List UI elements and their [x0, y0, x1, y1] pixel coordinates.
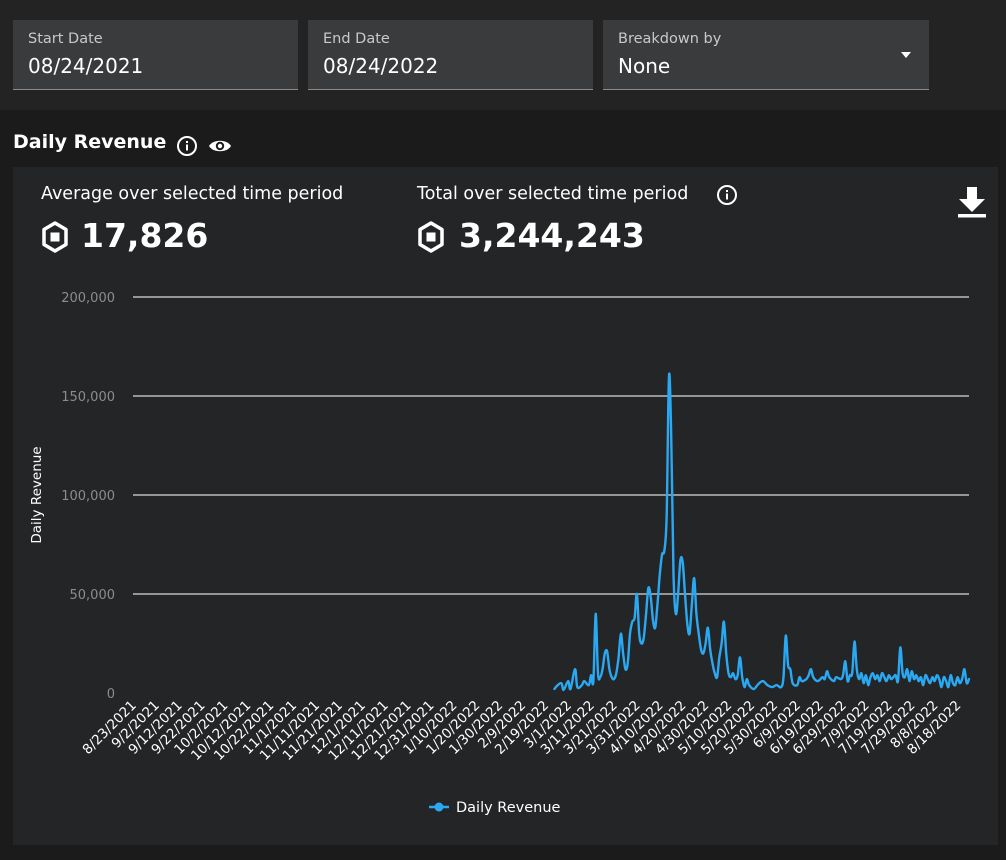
y-tick-label: 50,000	[70, 588, 116, 603]
end-date-field[interactable]: End Date 08/24/2022	[308, 20, 593, 90]
caret-down-icon[interactable]	[901, 52, 911, 58]
info-icon[interactable]	[176, 135, 198, 157]
chart-panel: Average over selected time period 17,826…	[13, 167, 998, 845]
eye-icon[interactable]	[208, 135, 232, 157]
robux-icon	[42, 221, 68, 253]
section-title: Daily Revenue	[13, 131, 167, 153]
series-line-daily-revenue	[553, 372, 971, 692]
start-date-label: Start Date	[28, 31, 103, 47]
y-tick-label: 100,000	[61, 489, 115, 504]
robux-icon	[418, 221, 444, 253]
filter-bar: Start Date 08/24/2021 End Date 08/24/202…	[0, 0, 1006, 110]
info-icon[interactable]	[716, 184, 738, 206]
start-date-value[interactable]: 08/24/2021	[28, 54, 144, 78]
y-tick-label: 200,000	[61, 291, 115, 306]
end-date-value[interactable]: 08/24/2022	[323, 54, 439, 78]
average-value: 17,826	[81, 216, 209, 255]
legend-marker	[434, 802, 444, 812]
y-tick-label: 150,000	[61, 390, 115, 405]
title-icons	[176, 135, 232, 157]
end-date-label: End Date	[323, 31, 390, 47]
total-label: Total over selected time period	[417, 184, 689, 204]
y-tick-label: 0	[107, 687, 115, 702]
legend[interactable]: Daily Revenue	[429, 800, 561, 816]
average-label: Average over selected time period	[41, 184, 344, 204]
total-value: 3,244,243	[459, 216, 645, 255]
breakdown-value: None	[618, 54, 671, 78]
legend-label: Daily Revenue	[456, 800, 561, 816]
download-icon[interactable]	[957, 185, 987, 219]
breakdown-label: Breakdown by	[618, 31, 722, 47]
start-date-field[interactable]: Start Date 08/24/2021	[13, 20, 298, 90]
breakdown-select[interactable]: Breakdown by None	[603, 20, 929, 90]
y-axis-label: Daily Revenue	[29, 446, 45, 543]
